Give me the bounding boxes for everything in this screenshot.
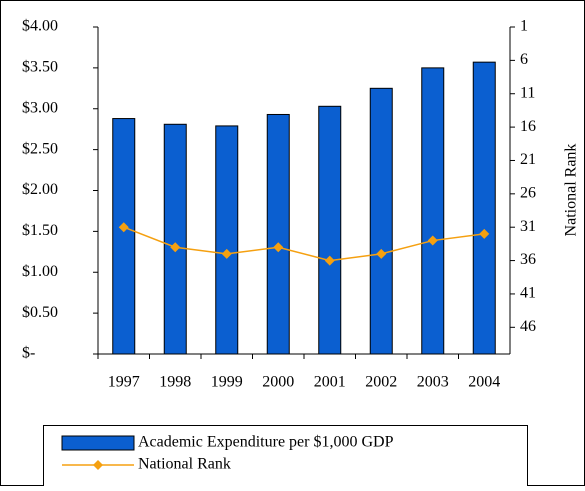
x-tick-label: 2003 <box>417 374 449 391</box>
y-tick-label: $- <box>22 345 35 362</box>
bar <box>421 67 445 355</box>
x-tick-label: 2002 <box>365 374 397 391</box>
line-marker <box>221 248 232 259</box>
y2-tick-label: 46 <box>520 318 536 335</box>
y-tick-label: $3.50 <box>22 59 58 76</box>
y2-tick-label: 6 <box>520 51 528 68</box>
x-tick-label: 1997 <box>108 374 140 391</box>
bar <box>318 105 342 355</box>
x-tick-label: 1998 <box>159 374 191 391</box>
y2-tick-label: 21 <box>520 151 536 168</box>
bar <box>163 123 187 355</box>
bar <box>369 87 393 355</box>
bar <box>266 113 290 355</box>
line-marker <box>324 255 335 266</box>
x-tick-label: 2001 <box>314 374 346 391</box>
line <box>123 226 485 262</box>
line-marker <box>376 248 387 259</box>
y-tick-label: $4.00 <box>22 18 58 35</box>
bar <box>112 118 136 355</box>
x-tick-label: 2004 <box>468 374 500 391</box>
x-tick-label: 1999 <box>211 374 243 391</box>
legend-swatch <box>61 435 135 451</box>
y-tick-label: $1.00 <box>22 263 58 280</box>
y2-tick-label: 41 <box>520 285 536 302</box>
y-tick-label: $0.50 <box>22 304 58 321</box>
line-marker <box>273 242 284 253</box>
line-marker <box>479 228 490 239</box>
legend-marker <box>93 460 103 470</box>
y-tick-label: $2.00 <box>22 181 58 198</box>
y2-axis-title: National Rank <box>563 144 580 237</box>
y-tick-label: $2.50 <box>22 140 58 157</box>
y-tick-label: $3.00 <box>22 99 58 116</box>
y2-tick-label: 16 <box>520 118 536 135</box>
bar <box>472 61 496 355</box>
y2-tick-label: 11 <box>520 84 535 101</box>
legend-label: National Rank <box>138 456 231 473</box>
line-marker <box>170 242 181 253</box>
y2-tick-label: 31 <box>520 218 536 235</box>
legend-label: Academic Expenditure per $1,000 GDP <box>138 434 394 451</box>
bar <box>215 125 239 355</box>
y-tick-label: $1.50 <box>22 222 58 239</box>
y2-tick-label: 1 <box>520 18 528 35</box>
x-tick-label: 2000 <box>262 374 294 391</box>
y2-tick-label: 36 <box>520 251 536 268</box>
y2-tick-label: 26 <box>520 185 536 202</box>
line-marker <box>427 235 438 246</box>
line-marker <box>118 222 129 233</box>
